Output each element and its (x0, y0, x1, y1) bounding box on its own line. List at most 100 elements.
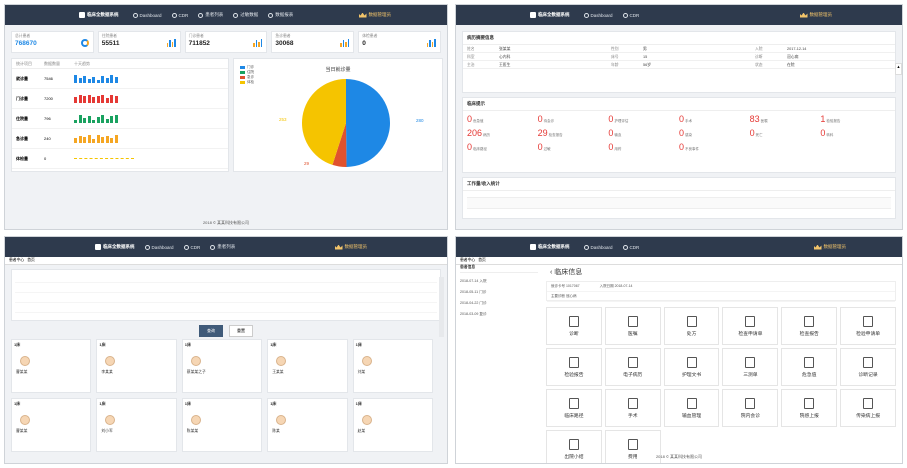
brand[interactable]: 临床全数据系统 (530, 12, 570, 18)
function-tile[interactable]: 院感上报 (781, 389, 838, 427)
tip-item[interactable]: 206 病历 (467, 128, 538, 138)
patient-card[interactable]: 1床 陈某某 (181, 398, 263, 452)
timeline-item[interactable]: 2018-04-22 门诊 (460, 301, 487, 305)
tab-home[interactable]: 首页 (478, 258, 486, 262)
patient-name: 陈某某 (186, 429, 199, 433)
legend-item[interactable]: 体检 (240, 80, 254, 85)
nav-cdr[interactable]: CDR (622, 12, 639, 18)
brand[interactable]: 临床全数据系统 (530, 244, 570, 250)
function-tile[interactable]: 费用 (604, 430, 661, 463)
patient-card[interactable]: 1床 刘小军 (96, 398, 177, 452)
function-tile[interactable]: 护理文书 (663, 348, 720, 386)
function-tile[interactable]: 诊断 (546, 307, 602, 345)
tip-item[interactable]: 83 医嘱 (750, 114, 821, 124)
tip-item[interactable]: 0 过敏 (538, 142, 609, 152)
function-tile[interactable]: 检验申请单 (840, 307, 896, 345)
tip-item[interactable]: 0 不良事件 (679, 142, 750, 152)
filter-row[interactable] (15, 283, 437, 293)
brand[interactable]: 临床全数据系统 (79, 12, 119, 18)
tip-item[interactable]: 29 检查报告 (538, 128, 609, 138)
function-tile[interactable]: 医嘱 (604, 307, 661, 345)
pie-slice-住院[interactable] (302, 79, 346, 165)
function-tile[interactable]: 检查报告 (781, 307, 838, 345)
patient-name: 刘某 (357, 370, 366, 374)
patient-card[interactable]: 1床 王某某 (267, 339, 348, 393)
pie-slice-门诊[interactable] (346, 79, 391, 167)
nav-allergy[interactable]: 过敏数据 (233, 12, 258, 18)
tip-item[interactable]: 0 输血 (608, 128, 679, 138)
reset-button[interactable]: 重置 (229, 325, 253, 337)
function-tile[interactable]: 诊断记录 (840, 348, 896, 386)
tip-label: 用药 (614, 147, 622, 151)
side-toggle-icon[interactable]: ▲ (895, 63, 902, 75)
nav-patients[interactable]: 患者列表 (210, 244, 235, 250)
function-tile[interactable]: 三测单 (722, 348, 779, 386)
tip-item[interactable]: 1 检验报告 (820, 114, 891, 124)
function-tile[interactable]: 危急值 (781, 348, 838, 386)
tip-item[interactable]: 0 死亡 (750, 128, 821, 138)
patient-card[interactable]: 1床 曹某某 (11, 398, 92, 452)
function-tile[interactable]: 输血管理 (663, 389, 720, 427)
function-tile[interactable]: 出院小结 (546, 430, 602, 463)
function-tile[interactable]: 院内会诊 (722, 389, 779, 427)
function-tile[interactable]: 临床路径 (546, 389, 602, 427)
function-tile[interactable]: 传染病上报 (840, 389, 896, 427)
tip-count: 83 (749, 114, 760, 124)
nav-dashboard[interactable]: Dashboard (144, 244, 174, 250)
nav-reports[interactable]: 数据报表 (268, 12, 293, 18)
timeline-item[interactable]: 2018-03-09 复诊 (460, 312, 487, 316)
patient-name: 曹某某 (16, 370, 28, 374)
patient-card[interactable]: 1床 李某某 (96, 339, 177, 393)
scrollbar[interactable] (439, 277, 444, 337)
nav-dashboard[interactable]: Dashboard (583, 12, 613, 18)
tip-item[interactable]: 0 护理评估 (608, 114, 679, 124)
workload-table (467, 197, 891, 209)
overview-panel: 临床全数据系统 Dashboard CDR 数据管理员 病历摘要信息 姓名 张某某… (455, 4, 903, 230)
nav-patients[interactable]: 患者列表 (198, 12, 223, 18)
nav-dashboard[interactable]: Dashboard (132, 12, 162, 18)
patient-card[interactable]: 1床 赵某 (352, 398, 433, 452)
filter-row[interactable] (15, 293, 437, 303)
function-tile[interactable]: 处方 (663, 307, 720, 345)
timeline-item[interactable]: 2018-05-11 门诊 (460, 290, 487, 294)
tip-item[interactable]: 0 感染 (679, 128, 750, 138)
timeline-item[interactable]: 2018-07-14 入院 (460, 279, 487, 283)
patient-card[interactable]: 1床 陈某 (267, 398, 348, 452)
query-button[interactable]: 查询 (199, 325, 223, 337)
user-menu[interactable]: 数据管理员 (799, 12, 832, 18)
filter-row[interactable] (15, 273, 437, 283)
nav-cdr[interactable]: CDR (183, 244, 200, 250)
user-menu[interactable]: 数据管理员 (813, 244, 846, 250)
tab-patient-center[interactable]: 患者中心 (460, 258, 476, 262)
tab-home[interactable]: 首页 (27, 258, 35, 262)
tip-item[interactable]: 0 待会诊 (538, 114, 609, 124)
tip-item[interactable]: 0 手术 (679, 114, 750, 124)
patient-card[interactable]: 1床 曹某某 (11, 339, 92, 393)
footer: 2018 © 某某科技有限公司 (655, 454, 703, 459)
user-menu[interactable]: 数据管理员 (358, 12, 391, 18)
nav-label: CDR (629, 244, 640, 250)
tile-label: 诊断记录 (858, 372, 878, 378)
patient-card[interactable]: 1床 蔡某某之子 (181, 339, 263, 393)
legend-item[interactable]: 急诊 (240, 75, 254, 80)
brand[interactable]: 临床全数据系统 (95, 244, 135, 250)
tip-item[interactable]: 0 转科 (820, 128, 891, 138)
tab-patient-center[interactable]: 患者中心 (9, 258, 25, 262)
function-tile[interactable]: 手术 (604, 389, 661, 427)
tip-item[interactable]: 0 临床路径 (467, 142, 538, 152)
nav-cdr[interactable]: CDR (171, 12, 188, 18)
patient-card[interactable]: 1床 刘某 (352, 339, 433, 393)
function-tile[interactable]: 检查申请单 (722, 307, 779, 345)
tip-item[interactable]: 0 危急值 (467, 114, 538, 124)
filter-row[interactable] (15, 303, 437, 313)
function-tile[interactable]: 电子病历 (604, 348, 661, 386)
tip-item[interactable]: 0 用药 (608, 142, 679, 152)
pie-slice-急诊[interactable] (332, 123, 347, 167)
function-tile[interactable]: 检验报告 (546, 348, 602, 386)
table-row: 门诊量 7200 (12, 89, 228, 109)
nav-cdr[interactable]: CDR (622, 244, 640, 250)
legend-item[interactable]: 住院 (240, 70, 254, 75)
user-menu[interactable]: 数据管理员 (334, 244, 367, 250)
legend-item[interactable]: 门诊 (240, 65, 254, 70)
nav-dashboard[interactable]: Dashboard (583, 244, 613, 250)
